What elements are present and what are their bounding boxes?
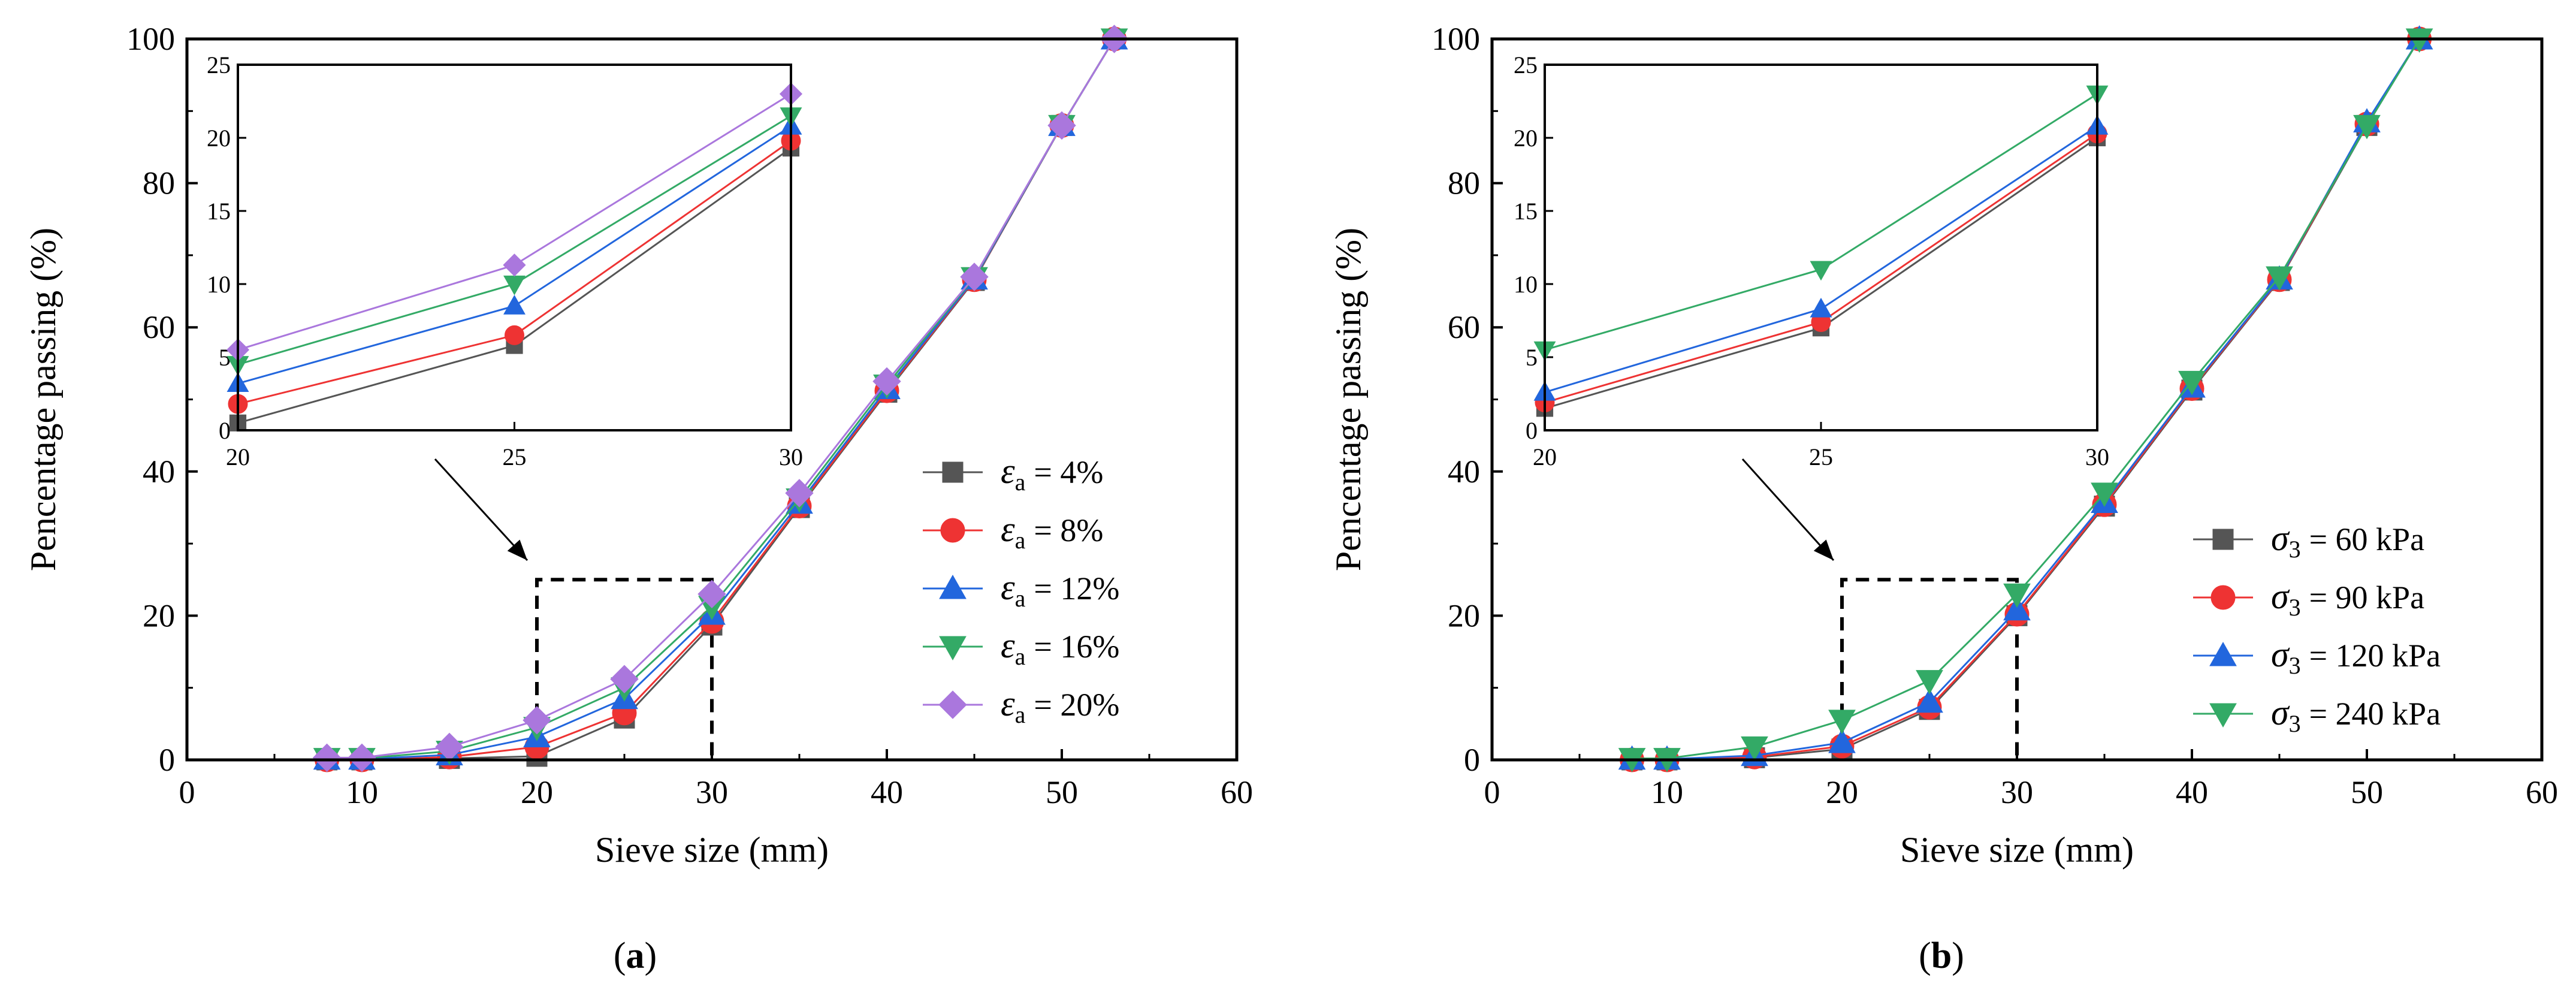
x-tick-label: 20	[521, 774, 553, 810]
x-tick-label: 0	[179, 774, 195, 810]
y-tick-label: 80	[1448, 165, 1480, 201]
legend-label: εa = 16%	[1001, 626, 1119, 670]
x-axis-label: Sieve size (mm)	[595, 830, 829, 870]
inset-y-tick-label: 15	[207, 198, 231, 225]
y-tick-label: 20	[1448, 597, 1480, 633]
inset-data-point	[505, 325, 524, 345]
legend-marker	[943, 462, 963, 482]
inset-y-tick-label: 0	[219, 417, 231, 444]
x-tick-label: 10	[346, 774, 378, 810]
legend-marker	[2210, 642, 2236, 666]
inset-background	[1545, 65, 2097, 430]
legend-marker	[940, 575, 966, 599]
inset-y-tick-label: 25	[1514, 52, 1538, 79]
inset-x-tick-label: 30	[779, 443, 803, 470]
zoom-arrow	[435, 459, 527, 560]
x-axis-label: Sieve size (mm)	[1900, 830, 2134, 870]
x-tick-label: 50	[2351, 774, 2383, 810]
x-tick-label: 60	[2526, 774, 2558, 810]
panel-label: (b)	[1919, 935, 1964, 976]
figure: 0 10 20 30 40 50 60020406080100Sieve size (mm)…	[0, 0, 2576, 996]
y-tick-label: 20	[143, 597, 175, 633]
inset-y-tick-label: 25	[207, 52, 231, 79]
y-axis-label: Pencentage passing (%)	[1328, 228, 1368, 571]
x-tick-label: 0	[1484, 774, 1500, 810]
inset-x-tick-label: 25	[503, 443, 527, 470]
x-tick-label: 30	[696, 774, 728, 810]
inset-y-tick-label: 5	[1526, 344, 1538, 371]
y-axis-label: Pencentage passing (%)	[23, 228, 63, 571]
y-tick-label: 80	[143, 165, 175, 201]
x-tick-label: 10	[1651, 774, 1683, 810]
legend-marker	[2211, 585, 2235, 609]
legend-marker	[941, 518, 965, 542]
data-point	[1916, 671, 1943, 694]
legend-label: εa = 8%	[1001, 509, 1103, 554]
legend-label: εa = 12%	[1001, 568, 1119, 612]
zoom-box	[1842, 580, 2017, 760]
zoom-arrow	[1743, 459, 1834, 560]
y-tick-label: 40	[1448, 454, 1480, 490]
inset-x-tick-label: 25	[1809, 443, 1833, 470]
y-tick-label: 0	[1464, 742, 1480, 778]
x-tick-label: 30	[2001, 774, 2033, 810]
legend-marker	[939, 691, 967, 719]
legend-label: σ3 = 90 kPa	[2271, 577, 2424, 621]
inset-x-tick-label: 20	[226, 443, 250, 470]
data-point	[1829, 710, 1855, 734]
inset-x-tick-label: 20	[1533, 443, 1557, 470]
inset-y-tick-label: 10	[207, 271, 231, 298]
x-tick-label: 50	[1046, 774, 1078, 810]
legend-marker	[2210, 704, 2236, 727]
inset-y-tick-label: 15	[1514, 198, 1538, 225]
panel-label: (a)	[614, 935, 657, 976]
legend-label: εa = 20%	[1001, 684, 1119, 728]
y-tick-label: 60	[143, 309, 175, 345]
x-tick-label: 60	[1221, 774, 1253, 810]
legend-label: σ3 = 120 kPa	[2271, 635, 2441, 679]
y-tick-label: 100	[126, 21, 175, 57]
inset-y-tick-label: 10	[1514, 271, 1538, 298]
y-tick-label: 100	[1432, 21, 1480, 57]
x-tick-label: 40	[871, 774, 903, 810]
inset-x-tick-label: 30	[2085, 443, 2109, 470]
inset-y-tick-label: 20	[1514, 125, 1538, 152]
inset-y-tick-label: 20	[207, 125, 231, 152]
inset-y-tick-label: 0	[1526, 417, 1538, 444]
x-tick-label: 20	[1826, 774, 1858, 810]
inset-background	[238, 65, 791, 430]
y-tick-label: 40	[143, 454, 175, 490]
y-tick-label: 60	[1448, 309, 1480, 345]
legend-marker	[940, 636, 966, 660]
legend-marker	[2213, 529, 2233, 550]
y-tick-label: 0	[159, 742, 175, 778]
legend-label: σ3 = 240 kPa	[2271, 693, 2441, 737]
x-tick-label: 40	[2176, 774, 2208, 810]
legend-label: εa = 4%	[1001, 451, 1103, 496]
legend-label: σ3 = 60 kPa	[2271, 518, 2424, 563]
